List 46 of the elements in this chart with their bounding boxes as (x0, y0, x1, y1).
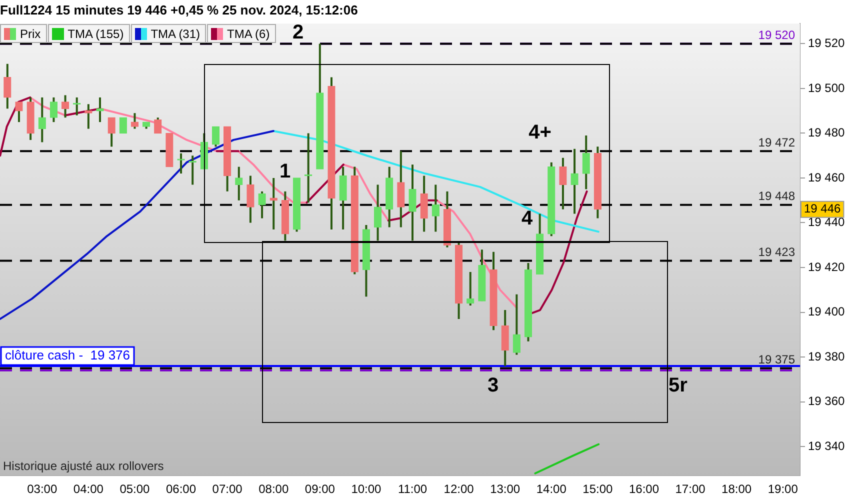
annotation: 4 (521, 208, 534, 230)
text: 19 446 (804, 202, 842, 216)
chart-title: Full1224 15 minutes 19 446 +0,45 % 25 nov. 2024, 15:12:06 (0, 2, 358, 18)
y-tick-label: 19 420 (808, 260, 846, 274)
y-tick-label: 19 460 (808, 170, 846, 184)
x-tick-label: 16:00 (628, 482, 660, 496)
annotation: 5r (668, 374, 688, 397)
annotation: 2 (292, 22, 304, 44)
ref-line-label: clôture cash - 19 376 (5, 348, 130, 363)
x-tick-label: 07:00 (212, 482, 243, 496)
y-tick-label: 19 440 (808, 215, 846, 230)
x-tick-label: 15:00 (582, 482, 614, 496)
x-tick-label: 03:00 (27, 482, 58, 496)
x-tick-label: 19:00 (768, 482, 798, 496)
y-tick-label: 19 380 (808, 349, 846, 364)
y-tick-label: 19 480 (808, 126, 846, 140)
x-tick-label: 06:00 (166, 482, 196, 496)
ref-line-label: 19 375 (758, 352, 796, 367)
x-tick-label: 13:00 (490, 482, 520, 496)
x-tick-label: 09:00 (304, 482, 336, 496)
annotation: 3 (487, 374, 499, 397)
x-tick-label: 05:00 (120, 482, 150, 496)
x-tick-label: 17:00 (675, 482, 706, 496)
ref-line-label: 19 423 (758, 245, 796, 260)
legend-label: TMA (31) (150, 26, 200, 40)
legend-label: Prix (20, 26, 41, 40)
annotation: 1 (279, 160, 291, 183)
legend-label: TMA (6) (227, 26, 270, 40)
legend-label: TMA (155) (68, 26, 124, 40)
y-tick-label: 19 500 (808, 80, 846, 95)
annotation: 4+ (528, 122, 552, 144)
y-tick-label: 19 340 (808, 438, 846, 453)
y-tick-label: 19 360 (808, 394, 846, 408)
x-tick-label: 11:00 (398, 482, 428, 496)
ref-line-label: 19 448 (758, 189, 796, 204)
x-tick-label: 08:00 (258, 482, 289, 496)
x-tick-label: 18:00 (722, 482, 752, 496)
y-tick-label: 19 520 (808, 36, 846, 50)
x-tick-label: 14:00 (536, 482, 567, 496)
x-tick-label: 12:00 (444, 482, 474, 496)
x-tick-label: 10:00 (351, 482, 382, 496)
annotation: Historique ajusté aux rollovers (3, 458, 164, 473)
x-tick-label: 04:00 (73, 482, 104, 496)
ref-line-label: 19 520 (758, 28, 796, 42)
ref-line-label: 19 472 (758, 135, 796, 150)
y-tick-label: 19 400 (808, 304, 846, 319)
